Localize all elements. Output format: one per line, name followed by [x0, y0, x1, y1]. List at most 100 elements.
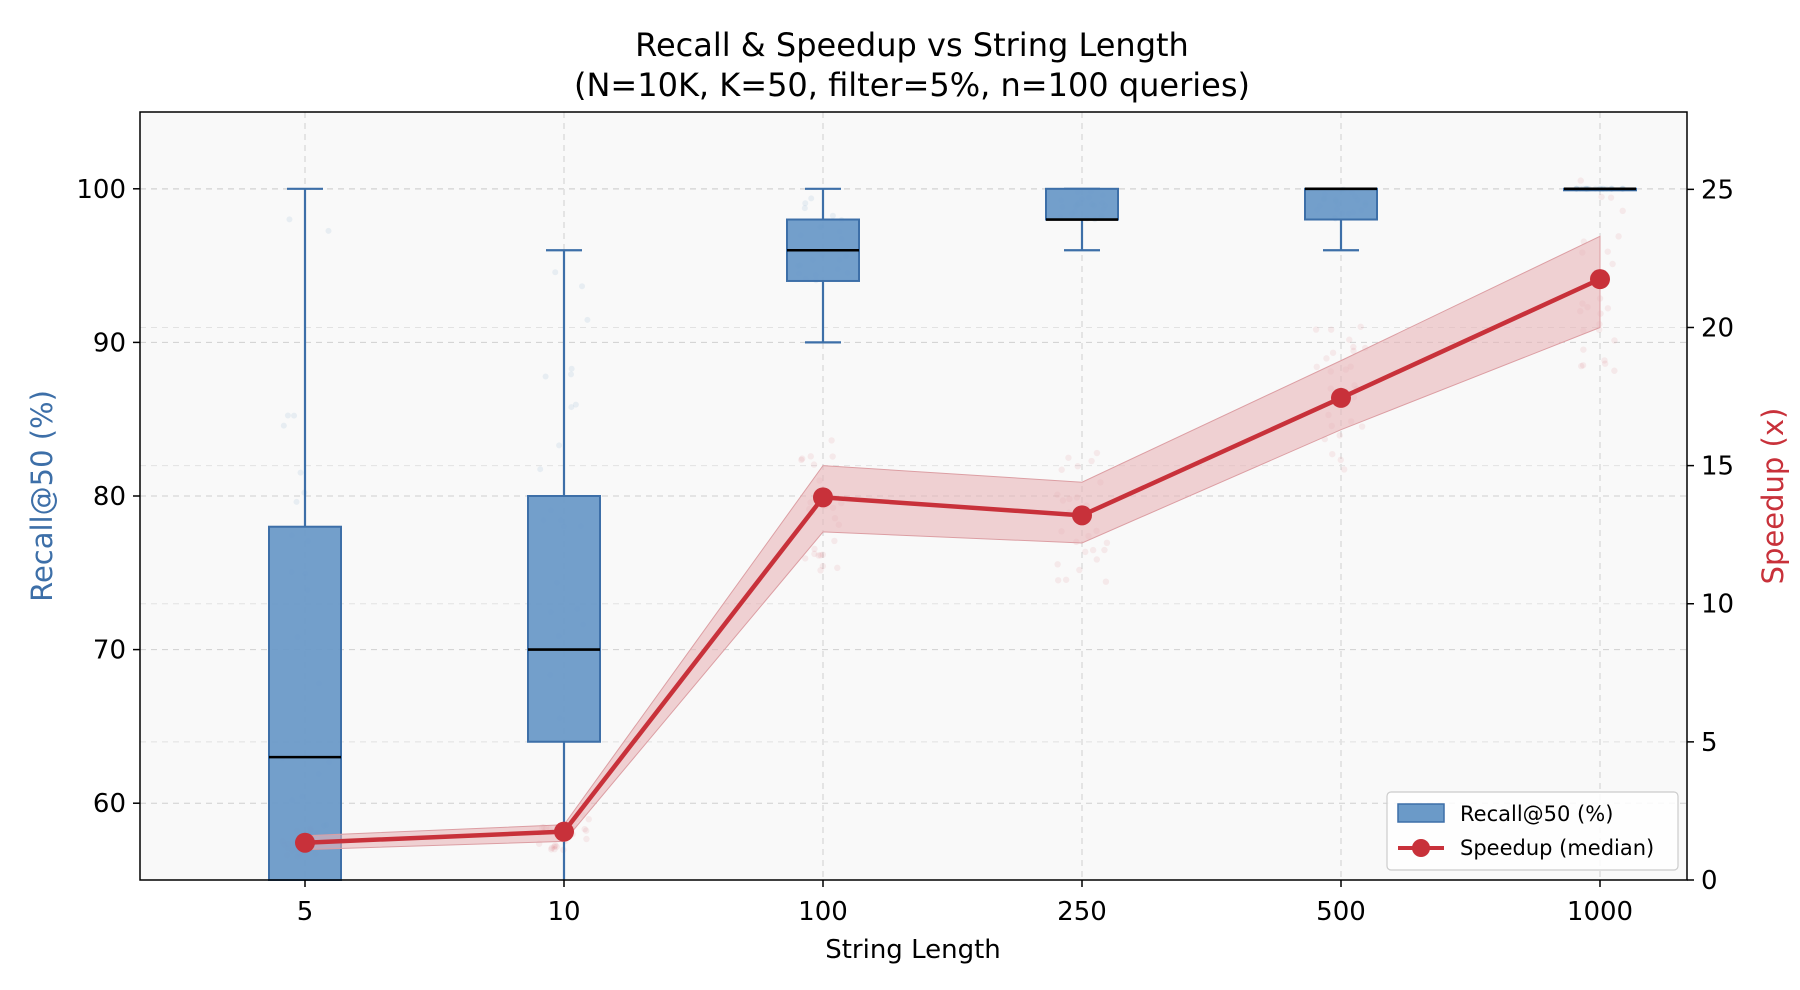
speedup-line: [295, 269, 1610, 853]
recall-jitter-point: [552, 269, 559, 276]
y-right-tick-label: 25: [1701, 175, 1734, 205]
speedup-jitter-point: [1604, 248, 1611, 255]
speedup-jitter-point: [548, 844, 556, 852]
recall-box-body: [527, 495, 601, 743]
recall-jitter-point: [829, 212, 836, 219]
speedup-jitter-point: [1088, 457, 1095, 465]
speedup-jitter-point: [1350, 343, 1357, 351]
speedup-jitter-point: [1065, 454, 1072, 461]
recall-jitter-point: [584, 316, 591, 323]
y-left-tick-label: 70: [93, 636, 126, 666]
speedup-jitter-point: [798, 456, 805, 464]
recall-box-250: [1045, 187, 1119, 252]
speedup-point-100: [813, 487, 833, 508]
chart-title: Recall & Speedup vs String Length: [635, 26, 1189, 64]
speedup-jitter-point: [1577, 177, 1584, 184]
speedup-jitter-point: [828, 437, 835, 444]
y-axis-right-label: Speedup (x): [1756, 408, 1790, 585]
speedup-jitter-point: [1579, 362, 1587, 369]
speedup-point-250: [1072, 505, 1092, 526]
recall-jitter-point: [568, 371, 575, 378]
recall-jitter-point: [801, 205, 808, 212]
speedup-jitter-point: [817, 567, 824, 574]
speedup-jitter-point: [1336, 432, 1343, 439]
recall-boxes: [268, 187, 1637, 881]
recall-jitter-point: [579, 283, 586, 290]
recall-jitter-point: [556, 442, 563, 449]
speedup-median-line: [304, 277, 1601, 845]
recall-jitter-point: [568, 404, 575, 411]
speedup-jitter-point: [1357, 323, 1364, 330]
speedup-jitter-point: [1074, 463, 1081, 470]
recall-jitter-point: [542, 373, 549, 380]
y-axis-right-ticks: 0 5 10 15 20 25: [1687, 175, 1734, 896]
x-tick-label: 250: [1057, 897, 1107, 927]
y-right-tick-label: 15: [1701, 452, 1734, 482]
speedup-point-5: [295, 832, 315, 853]
recall-box-100: [786, 187, 860, 344]
y-right-tick-label: 10: [1701, 590, 1734, 620]
recall-jitter-point: [297, 469, 304, 476]
speedup-jitter-point: [1604, 305, 1612, 312]
recall-box-500: [1304, 187, 1378, 252]
speedup-jitter-point: [551, 843, 558, 850]
recall-jitter-point: [280, 422, 287, 429]
recall-box-1000: [1563, 187, 1637, 192]
recall-box-5: [268, 187, 342, 881]
speedup-jitter-point: [1327, 326, 1335, 333]
recall-jitter-point: [325, 227, 332, 234]
speedup-jitter-point: [811, 545, 818, 553]
y-right-tick-label: 0: [1701, 866, 1718, 896]
speedup-jitter-point: [553, 843, 560, 850]
recall-jitter-point: [286, 216, 293, 223]
y-left-tick-label: 80: [93, 482, 126, 512]
x-tick-label: 5: [297, 897, 314, 927]
speedup-jitter-point: [1340, 466, 1348, 473]
legend: Recall@50 (%) Speedup (median): [1386, 791, 1679, 871]
recall-jitter-point: [802, 200, 809, 207]
recall-jitter-point: [284, 412, 291, 419]
x-tick-label: 100: [798, 897, 848, 927]
speedup-jitter-point: [829, 453, 836, 460]
speedup-point-1000: [1590, 269, 1610, 290]
recall-jitter-point: [572, 401, 579, 408]
speedup-jitter-point: [1601, 357, 1608, 364]
speedup-jitter-point: [1346, 336, 1353, 343]
legend-frame: [1386, 791, 1679, 871]
speedup-jitter-point: [551, 845, 558, 853]
speedup-jitter-point: [1076, 566, 1083, 574]
chart-subtitle: (N=10K, K=50, filter=5%, n=100 queries): [574, 66, 1250, 104]
recall-box-body: [1304, 187, 1378, 221]
y-right-tick-label: 5: [1701, 728, 1718, 758]
y-axis-left-ticks: 60 70 80 90 100: [76, 175, 140, 819]
legend-speedup-marker: [1412, 839, 1430, 857]
speedup-jitter-point: [801, 555, 809, 562]
recall-jitter-point: [568, 365, 575, 372]
speedup-jitter-point: [1054, 577, 1062, 584]
y-left-tick-label: 60: [93, 789, 126, 819]
speedup-jitter-point: [1082, 548, 1089, 556]
x-tick-label: 1000: [1567, 897, 1633, 927]
speedup-jitter-point: [581, 825, 588, 833]
speedup-jitter-point: [819, 562, 827, 570]
speedup-jitter-point: [1358, 423, 1366, 430]
speedup-jitter-point: [1093, 556, 1100, 563]
recall-box-body: [268, 525, 342, 881]
speedup-jitter-point: [1093, 449, 1101, 457]
speedup-point-10: [554, 821, 574, 842]
recall-jitter-point: [293, 498, 300, 505]
speedup-jitter-point: [807, 453, 814, 460]
speedup-jitter-point: [552, 842, 559, 849]
speedup-jitter-point: [583, 835, 590, 843]
speedup-jitter-point: [585, 815, 592, 823]
recall-box-10: [527, 249, 601, 880]
speedup-jitter-point: [1598, 193, 1605, 201]
speedup-jitter-point: [1609, 260, 1616, 268]
legend-recall-label: Recall@50 (%): [1460, 802, 1613, 826]
recall-jitter-point: [291, 412, 298, 419]
speedup-jitter-point: [582, 827, 590, 834]
speedup-jitter-point: [811, 550, 818, 558]
speedup-point-500: [1331, 387, 1351, 408]
speedup-jitter-point: [1578, 362, 1585, 370]
